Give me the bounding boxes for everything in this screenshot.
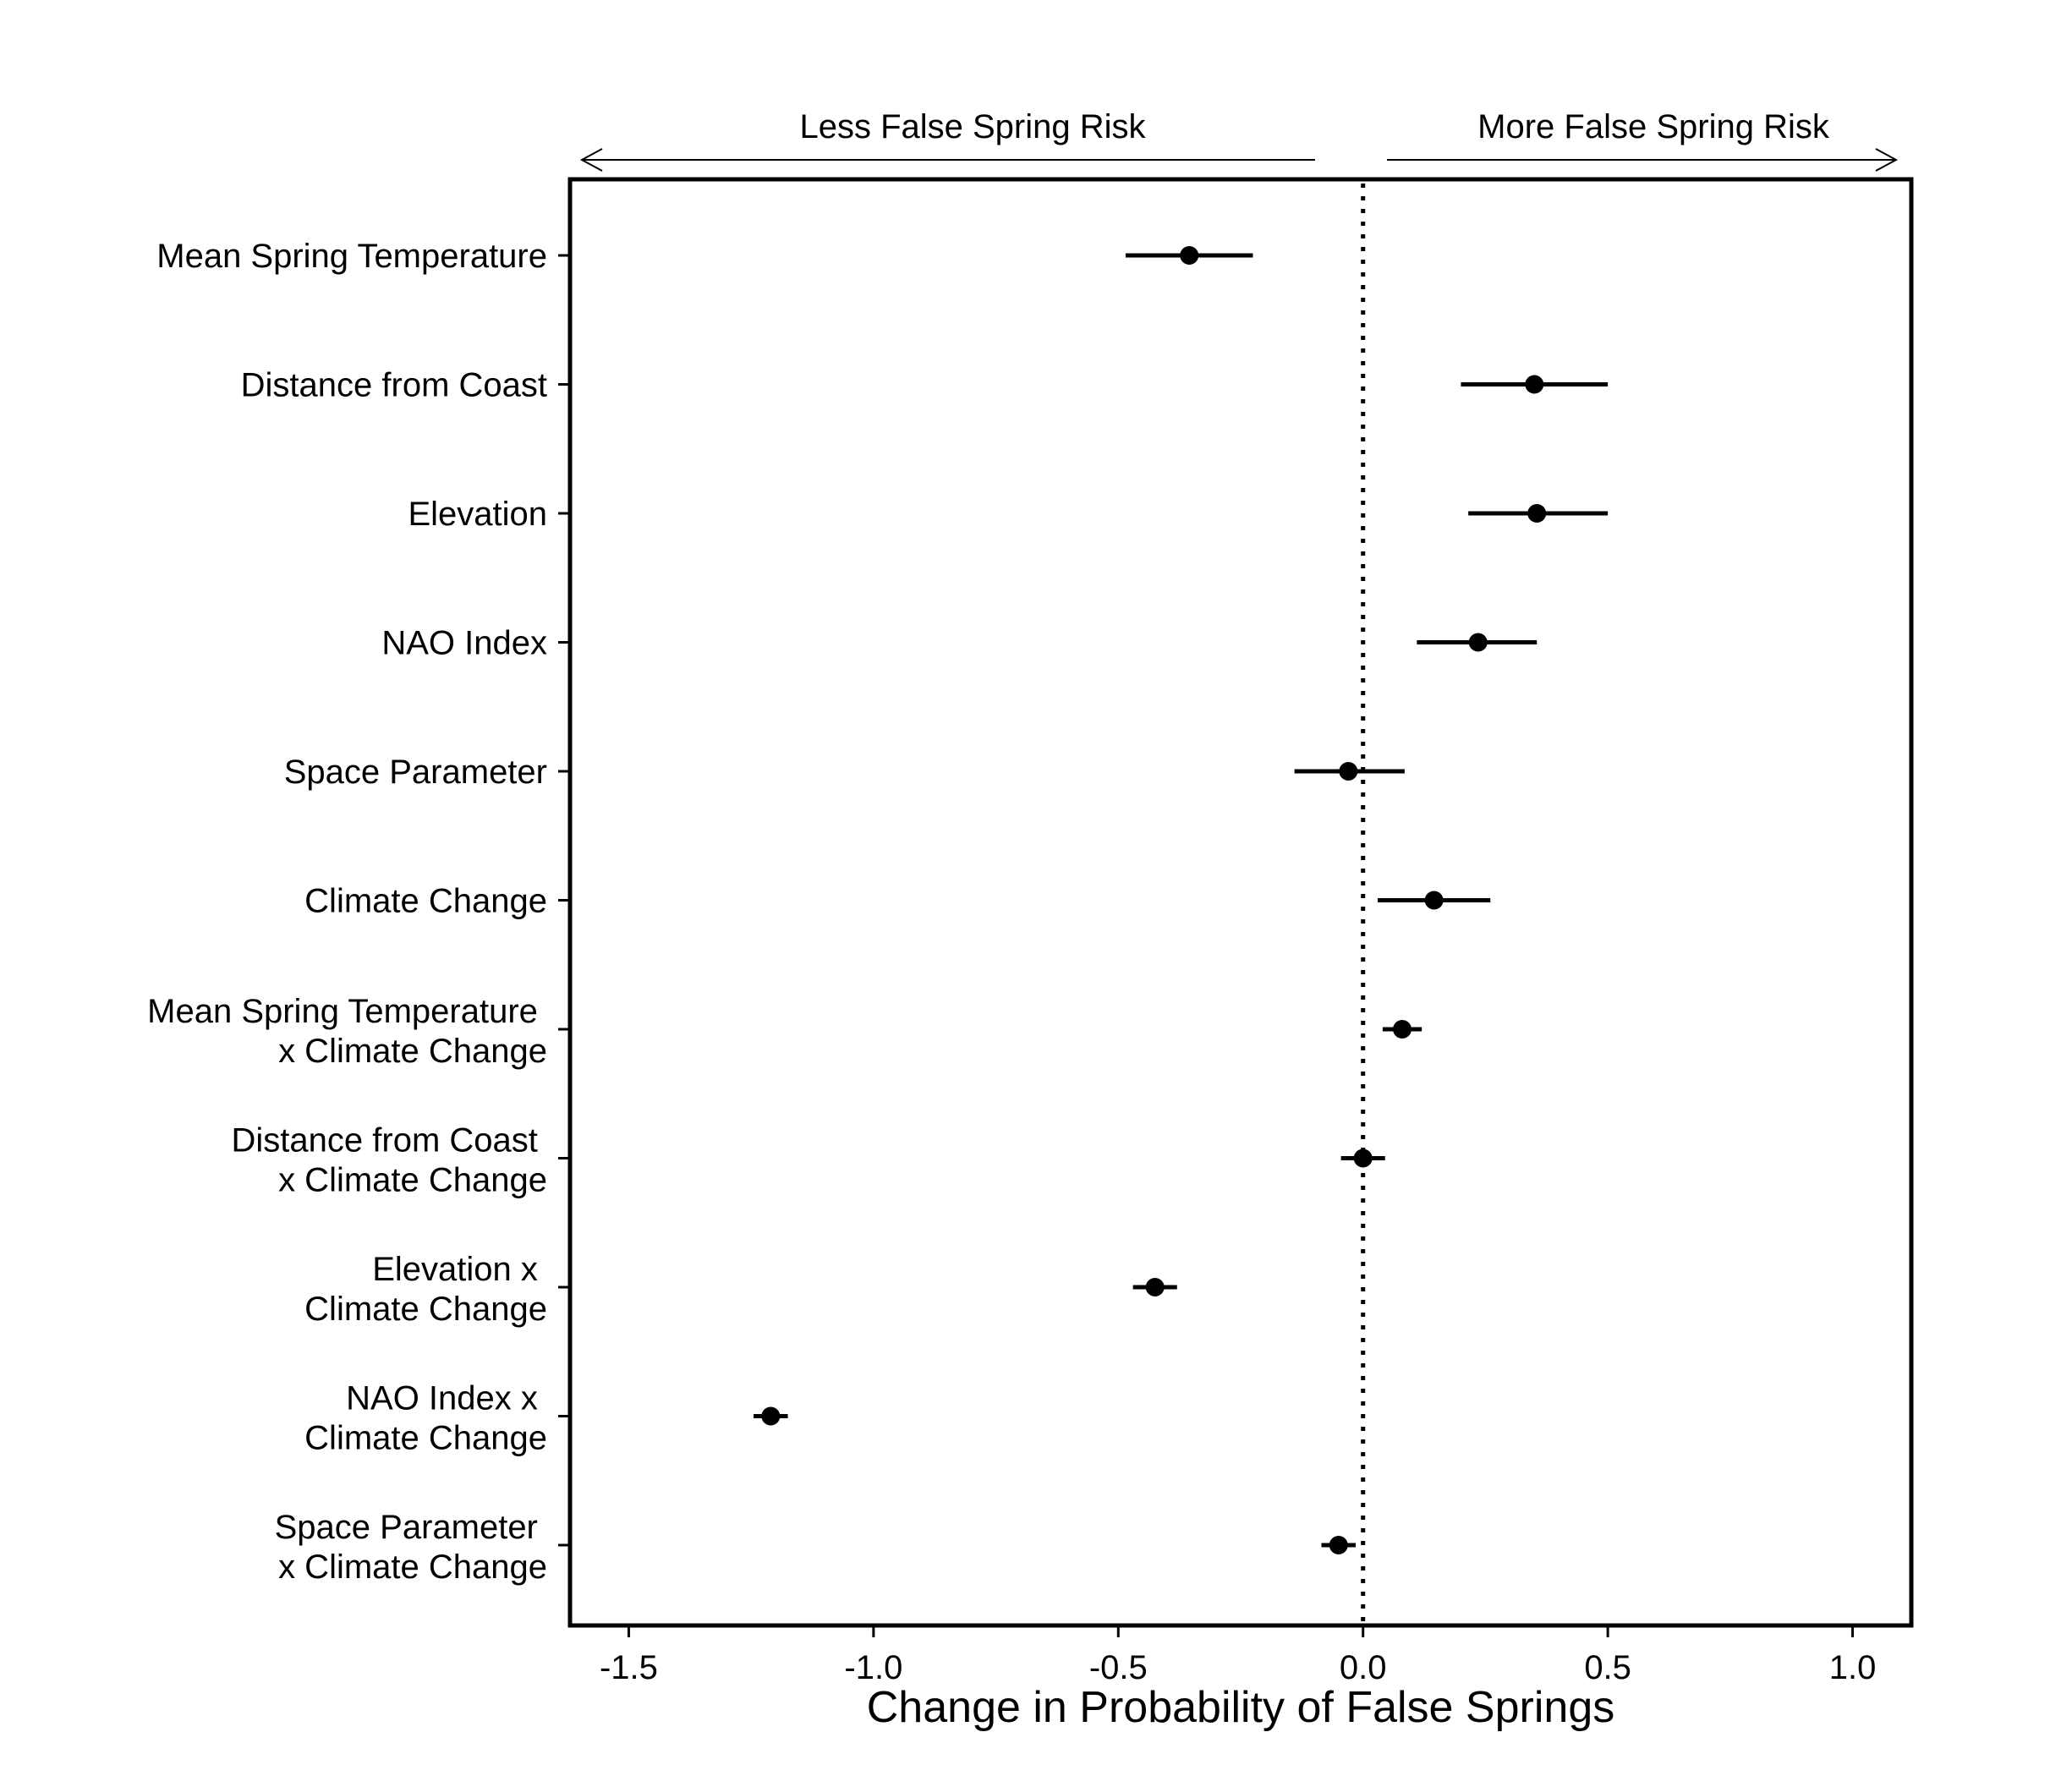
x-axis: -1.5 -1.0 -0.5 0.0 0.5 1.0	[600, 1625, 1876, 1686]
estimate-point	[1468, 633, 1488, 652]
y-label: NAO Index x	[346, 1380, 547, 1417]
y-label: Distance from Coast	[241, 367, 547, 404]
y-label: Climate Change	[304, 1420, 547, 1457]
x-tick-label: -0.5	[1089, 1649, 1148, 1686]
less-risk-arrow	[579, 148, 1315, 172]
y-label: Mean Spring Temperature	[147, 993, 547, 1030]
y-label: Climate Change	[304, 883, 547, 920]
estimate-point	[1353, 1148, 1373, 1168]
x-tick-label: -1.0	[844, 1649, 902, 1686]
estimate-point	[1424, 891, 1444, 910]
y-label: NAO Index	[381, 625, 547, 662]
estimates	[754, 246, 1609, 1554]
estimate-point	[1527, 504, 1547, 523]
less-risk-label: Less False Spring Risk	[799, 108, 1146, 145]
y-label: x Climate Change	[278, 1033, 547, 1070]
estimate-point	[1393, 1020, 1412, 1039]
x-tick-label: 0.0	[1340, 1649, 1387, 1686]
y-label: Mean Spring Temperature	[156, 238, 547, 275]
estimate-point	[1339, 762, 1358, 781]
x-tick-label: 0.5	[1584, 1649, 1631, 1686]
y-label: x Climate Change	[278, 1162, 547, 1199]
estimate-point	[1180, 246, 1199, 265]
estimate-point	[1145, 1278, 1165, 1296]
x-axis-label: Change in Probability of False Springs	[867, 1683, 1614, 1732]
y-label: Climate Change	[304, 1291, 547, 1328]
y-label: Elevation x	[372, 1251, 547, 1288]
y-label: Space Parameter	[284, 754, 547, 791]
y-label: Space Parameter	[275, 1509, 547, 1546]
y-axis: Mean Spring Temperature Distance from Coa…	[147, 238, 570, 1586]
y-label: x Climate Change	[278, 1549, 547, 1586]
y-label: Distance from Coast	[232, 1122, 547, 1159]
plot-frame	[567, 177, 1914, 1628]
estimate-point	[761, 1406, 781, 1426]
estimate-point	[1329, 1536, 1348, 1554]
more-risk-arrow	[1387, 148, 1899, 172]
more-risk-label: More False Spring Risk	[1477, 108, 1830, 145]
estimate-point	[1525, 375, 1544, 394]
y-label: Elevation	[408, 496, 547, 533]
x-tick-label: 1.0	[1829, 1649, 1877, 1686]
x-tick-label: -1.5	[600, 1649, 658, 1686]
